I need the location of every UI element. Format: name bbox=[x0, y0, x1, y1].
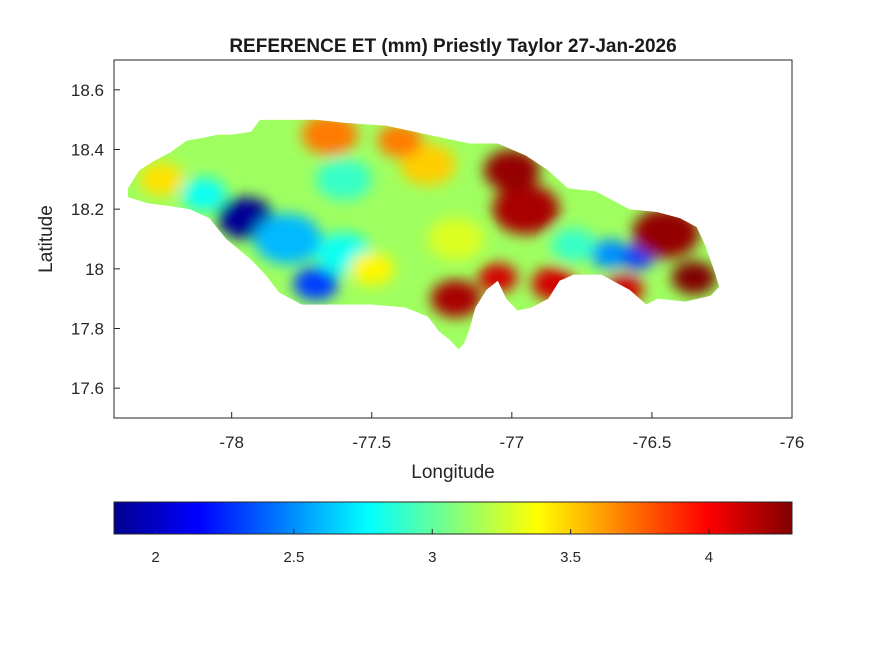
plot-area bbox=[128, 119, 720, 350]
et-hotspot-6 bbox=[590, 239, 630, 269]
et-hotspot-17 bbox=[492, 183, 560, 235]
et-hotspot-16 bbox=[478, 263, 518, 293]
et-hotspot-5 bbox=[315, 158, 372, 201]
y-tick-label: 17.6 bbox=[71, 379, 104, 398]
colorbar-tick-label: 3.5 bbox=[560, 549, 581, 566]
et-hotspot-15 bbox=[430, 279, 482, 318]
et-field bbox=[128, 119, 720, 350]
y-tick-label: 18.2 bbox=[71, 200, 104, 219]
axes-box bbox=[113, 59, 793, 419]
x-axis-label: Longitude bbox=[411, 462, 494, 483]
x-tick-label: -76 bbox=[780, 433, 805, 452]
et-hotspot-13 bbox=[301, 119, 358, 156]
colorbar-gradient bbox=[113, 501, 793, 535]
et-hotspot-2 bbox=[254, 213, 322, 265]
x-tick-label: -77.5 bbox=[352, 433, 391, 452]
y-tick-label: 18 bbox=[85, 260, 104, 279]
y-tick-label: 18.4 bbox=[71, 141, 104, 160]
et-hotspot-18 bbox=[483, 149, 540, 192]
y-tick-label: 17.8 bbox=[71, 320, 104, 339]
y-tick-label: 18.6 bbox=[71, 81, 104, 100]
colorbar-tick-label: 3 bbox=[428, 549, 436, 566]
et-hotspot-9 bbox=[139, 162, 185, 197]
chart-title: REFERENCE ET (mm) Priestly Taylor 27-Jan… bbox=[229, 36, 676, 57]
et-hotspot-1 bbox=[293, 266, 339, 301]
colorbar-ticks: 2 2.5 3 3.5 4 bbox=[151, 529, 713, 566]
y-axis: 17.6 17.8 18 18.2 18.4 18.6 bbox=[71, 81, 120, 398]
x-tick-label: -77 bbox=[500, 433, 525, 452]
x-tick-label: -76.5 bbox=[633, 433, 672, 452]
colorbar-tick-label: 2.5 bbox=[283, 549, 304, 566]
et-hotspot-14 bbox=[377, 123, 423, 158]
x-tick-label: -78 bbox=[219, 433, 244, 452]
colorbar-tick-label: 4 bbox=[705, 549, 713, 566]
et-hotspot-8 bbox=[551, 228, 596, 262]
et-hotspot-20 bbox=[632, 207, 700, 259]
et-hotspot-10 bbox=[399, 143, 456, 186]
region-base-fill bbox=[128, 119, 720, 350]
colorbar: 2 2.5 3 3.5 4 bbox=[113, 501, 793, 566]
y-axis-label: Latitude bbox=[36, 205, 57, 273]
et-hotspot-19 bbox=[531, 266, 577, 301]
et-hotspot-12 bbox=[349, 252, 395, 286]
et-hotspot-11 bbox=[427, 217, 484, 261]
et-hotspot-4 bbox=[181, 177, 227, 212]
colorbar-tick-label: 2 bbox=[151, 549, 159, 566]
et-hotspot-22 bbox=[604, 275, 644, 305]
et-hotspot-21 bbox=[671, 260, 717, 295]
x-axis: -78 -77.5 -77 -76.5 -76 bbox=[219, 412, 804, 452]
